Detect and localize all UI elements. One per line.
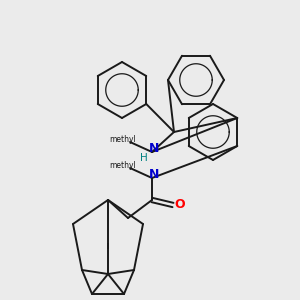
Text: methyl: methyl xyxy=(110,160,136,169)
Text: methyl: methyl xyxy=(110,134,136,143)
Text: H: H xyxy=(140,153,148,163)
Text: O: O xyxy=(175,197,185,211)
Text: N: N xyxy=(149,142,159,155)
Text: N: N xyxy=(149,169,159,182)
